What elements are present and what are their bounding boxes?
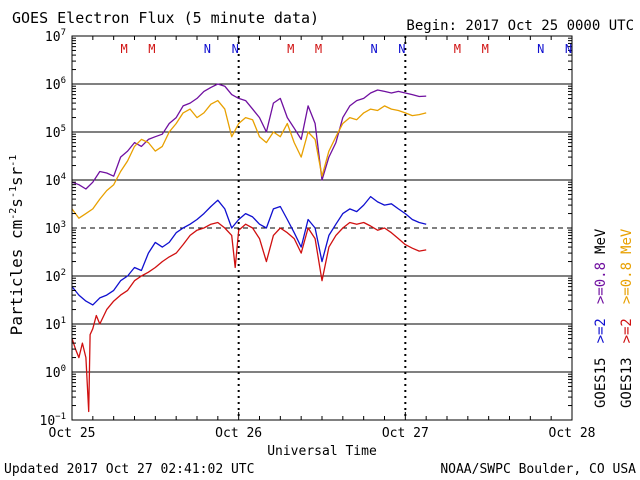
legend: GOES13 >=2 >=0.8 MeV GOES15 >=2 >=0.8 MeV [593, 228, 635, 408]
y-tick-label: 106 [45, 76, 66, 93]
y-axis-label-sup1: -2 [8, 208, 19, 220]
y-tick-label: 101 [45, 316, 66, 333]
midnight-marker: M [148, 42, 155, 56]
chart-title: GOES Electron Flux (5 minute data) [12, 9, 319, 27]
y-axis-label-s: s [7, 198, 26, 208]
x-tick-labels: Oct 25 Oct 26 Oct 27 Oct 28 [49, 426, 596, 441]
y-tick-label: 102 [45, 268, 66, 285]
markers-layer: M M M M M MN N N N N N [120, 42, 572, 56]
series-line-3 [71, 221, 427, 413]
y-tick-labels: 10−1 100 101 102 103 104 105 106 107 [40, 28, 67, 429]
noon-marker: N [565, 42, 572, 56]
legend-goes15-label: GOES15 [593, 357, 609, 408]
y-tick-label: 10−1 [40, 412, 67, 429]
grid-layer [72, 36, 572, 420]
y-axis-label-main: Particles cm [7, 220, 26, 336]
legend-goes15-mev-unit: MeV [593, 228, 609, 254]
midnight-marker: M [287, 42, 294, 56]
y-axis-label-sup3: -1 [8, 155, 19, 167]
y-tick-label: 105 [45, 124, 66, 141]
legend-goes15-2mev: >=2 [593, 318, 609, 343]
y-tick-label: 107 [45, 28, 66, 45]
noon-marker: N [370, 42, 377, 56]
midnight-marker: M [315, 42, 322, 56]
x-tick-label: Oct 27 [382, 426, 429, 441]
y-axis-label-sup2: -1 [8, 186, 19, 198]
noon-marker: N [537, 42, 544, 56]
midnight-marker: M [482, 42, 489, 56]
midnight-marker: M [454, 42, 461, 56]
noon-marker: N [204, 42, 211, 56]
legend-goes13-label: GOES13 [619, 357, 635, 408]
legend-goes15-08mev: >=0.8 [593, 262, 609, 304]
noon-marker: N [398, 42, 405, 56]
x-tick-label: Oct 26 [215, 426, 262, 441]
midnight-marker: M [120, 42, 127, 56]
x-tick-label: Oct 28 [549, 426, 596, 441]
begin-label: Begin: 2017 Oct 25 0000 UTC [406, 18, 634, 34]
x-axis-label: Universal Time [267, 444, 377, 459]
legend-goes13-row: GOES13 >=2 >=0.8 MeV [619, 228, 635, 408]
series-line-2 [71, 195, 427, 306]
legend-goes13-mev-unit: MeV [619, 228, 635, 254]
legend-goes15-row: GOES15 >=2 >=0.8 MeV [593, 228, 609, 408]
y-axis-label: Particles cm-2s-1sr-1 [7, 155, 26, 336]
updated-timestamp: Updated 2017 Oct 27 02:41:02 UTC [4, 462, 254, 477]
y-tick-label: 103 [45, 220, 66, 237]
series-line-0 [71, 83, 427, 190]
noon-marker: N [232, 42, 239, 56]
y-axis-label-sr: sr [7, 166, 26, 186]
source-credit: NOAA/SWPC Boulder, CO USA [440, 462, 636, 477]
x-tick-label: Oct 25 [49, 426, 96, 441]
legend-goes13-08mev: >=0.8 [619, 262, 635, 304]
legend-goes13-2mev: >=2 [619, 318, 635, 343]
ticks-layer [71, 36, 573, 420]
y-tick-label: 104 [45, 172, 66, 189]
y-tick-label: 100 [45, 364, 66, 381]
series-line-1 [71, 99, 427, 219]
series-layer [71, 83, 427, 413]
